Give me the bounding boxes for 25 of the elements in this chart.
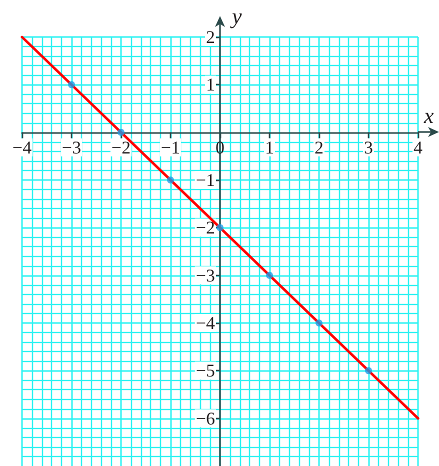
point xyxy=(118,128,124,136)
y-tick-label: 1 xyxy=(206,74,215,95)
x-tick-label: −3 xyxy=(62,137,82,158)
point xyxy=(167,176,174,184)
x-axis-title: x xyxy=(423,102,434,128)
x-tick-label: −4 xyxy=(12,137,32,158)
y-tick-label: −2 xyxy=(196,218,215,238)
y-tick-label: 2 xyxy=(206,27,215,47)
y-tick-label: −5 xyxy=(196,360,215,381)
y-tick-label: −3 xyxy=(196,265,215,286)
y-tick-label: −1 xyxy=(196,170,215,190)
point xyxy=(365,367,372,374)
point xyxy=(216,224,224,232)
point xyxy=(316,320,322,326)
x-tick-label: −2 xyxy=(111,137,131,158)
x-tick-label: 4 xyxy=(414,137,422,158)
point xyxy=(68,81,75,88)
y-tick-label: −4 xyxy=(196,313,215,333)
y-axis-title: y xyxy=(230,4,242,28)
x-tick-label: 2 xyxy=(314,137,324,158)
x-tick-label: −1 xyxy=(160,137,180,158)
x-tick-label: 1 xyxy=(265,137,274,158)
x-tick-label: 3 xyxy=(364,137,373,158)
y-tick-label: −6 xyxy=(196,408,215,428)
point xyxy=(266,272,273,279)
